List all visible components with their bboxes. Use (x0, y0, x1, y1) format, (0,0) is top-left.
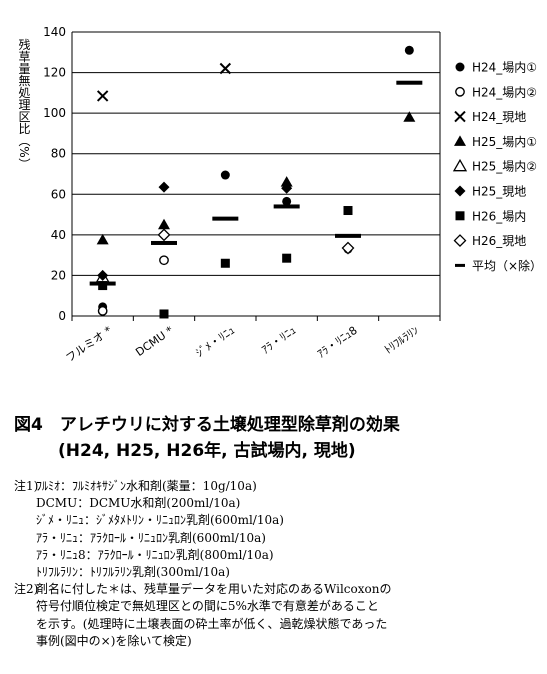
legend-label: H24_場内① (472, 61, 537, 75)
series-6-point (281, 182, 293, 194)
series-7-point (220, 258, 230, 268)
series-9-point (89, 281, 116, 286)
note2-row: 符号付順位検定で無処理区との間に5%水準で有意差があること (14, 598, 391, 615)
series-6-point (97, 269, 109, 281)
legend-label: H26_現地 (472, 234, 526, 248)
legend-label: H26_場内 (472, 209, 526, 223)
series-2-point (97, 306, 108, 316)
series-7-point (282, 253, 292, 263)
note2-line: 事例(図中の×)を除いて検定) (36, 633, 192, 648)
note1-line: ｱﾗ・ﾘﾆｭ：ｱﾗｸﾛｰﾙ・ﾘﾆｭﾛﾝ乳剤(600ml/10a) (36, 530, 266, 545)
x-tick-label: ｼﾞﾒ・ﾘﾆｭ (194, 324, 237, 360)
x-tick-label: DCMU * (133, 324, 176, 359)
series-7-point (343, 206, 353, 216)
series-9-point (335, 233, 361, 238)
x-tick-label: フルミオ * (64, 324, 115, 365)
y-tick-label: 80 (51, 147, 66, 161)
figure-caption: 図4 アレチウリに対する土壌処理型除草剤の効果 (14, 415, 400, 435)
note2-row: 事例(図中の×)を除いて検定) (14, 633, 391, 650)
series-6-point (158, 181, 170, 193)
axes (71, 32, 441, 321)
legend: H24_場内① H24_場内② H24_現地 H25_場内① H25_場内② H25_現地… (452, 61, 542, 273)
note1-label: 注1) (14, 479, 39, 493)
legend-marker (454, 135, 466, 146)
y-tick-label: 40 (51, 228, 66, 242)
legend-marker (454, 185, 466, 197)
legend-marker (453, 234, 467, 248)
series-1-point (220, 170, 230, 180)
note1-row: 注1)ﾌﾙﾐｵ：ﾌﾙﾐｵｷｻｼﾞﾝ水和剤(薬量：10g/10a) (14, 478, 391, 495)
series-9-point (273, 204, 300, 209)
figure-caption-subtitle: (H24, H25, H26年, 古試場内, 現地) (58, 441, 356, 461)
series-3-point (96, 90, 109, 102)
legend-label: 平均（×除） (472, 258, 542, 273)
note1-line: DCMU：DCMU水和剤(200ml/10a) (36, 496, 241, 511)
series-9-point (212, 216, 239, 221)
y-tick-label: 120 (43, 66, 66, 80)
series-8-point (157, 228, 171, 242)
x-tick-labels: フルミオ * DCMU * ｼﾞﾒ・ﾘﾆｭ ｱﾗ・ﾘﾆｭ ｱﾗ・ﾘﾆｭ8 ﾄﾘﾌﾙﾗﾘﾝ (64, 324, 422, 365)
y-tick-label: 0 (58, 309, 66, 323)
x-tick-label: ﾄﾘﾌﾙﾗﾘﾝ (382, 324, 421, 357)
chart: 0 20 40 60 80 100 120 140 フルミオ * DCMU * ｼﾞﾒ・ﾘﾆｭ ｱﾗ… (17, 25, 542, 365)
note1-line: ｱﾗ・ﾘﾆｭ8：ｱﾗｸﾛｰﾙ・ﾘﾆｭﾛﾝ乳剤(800ml/10a) (36, 547, 274, 562)
series-1-point (404, 45, 414, 55)
data-points (89, 45, 423, 319)
series-4-point (96, 233, 109, 245)
series-1-point (282, 196, 292, 206)
legend-label: H24_場内② (472, 85, 537, 99)
note1-row: ﾄﾘﾌﾙﾗﾘﾝ：ﾄﾘﾌﾙﾗﾘﾝ乳剤(300ml/10a) (14, 564, 391, 581)
y-axis-label: 残草量無処理区比（%） (17, 38, 31, 170)
note1-line: ﾌﾙﾐｵ：ﾌﾙﾐｵｷｻｼﾞﾝ水和剤(薬量：10g/10a) (36, 479, 257, 493)
legend-label: H25_場内① (472, 135, 537, 149)
series-4-point (280, 176, 293, 187)
x-tick-label: ｱﾗ・ﾘﾆｭ8 (315, 324, 360, 361)
legend-label: H25_場内② (472, 160, 537, 174)
y-tick-label: 100 (43, 106, 66, 120)
y-tick-labels: 0 20 40 60 80 100 120 140 (43, 25, 66, 323)
y-tick-label: 60 (51, 187, 66, 201)
note1-line: ﾄﾘﾌﾙﾗﾘﾝ：ﾄﾘﾌﾙﾗﾘﾝ乳剤(300ml/10a) (36, 565, 230, 580)
legend-label: H24_現地 (472, 110, 526, 124)
note1-row: ｱﾗ・ﾘﾆｭ：ｱﾗｸﾛｰﾙ・ﾘﾆｭﾛﾝ乳剤(600ml/10a) (14, 530, 391, 547)
note1-line: ｼﾞﾒ・ﾘﾆｭ：ｼﾞﾒﾀﾒﾄﾘﾝ・ﾘﾆｭﾛﾝ乳剤(600ml/10a) (36, 513, 284, 528)
legend-marker (455, 211, 465, 221)
series-3-point (219, 62, 232, 75)
note2-row: を示す。(処理時に土壌表面の砕土率が低く、過乾燥状態であった (14, 616, 391, 633)
legend-marker (455, 263, 465, 267)
series-2-point (159, 255, 169, 266)
y-tick-label: 20 (51, 268, 66, 282)
series-4-point (403, 111, 416, 122)
note2-line: 剤名に付した＊は、残草量データを用いた対応のあるWilcoxonの (36, 582, 392, 597)
series-9-point (396, 80, 423, 85)
gridlines (72, 31, 440, 276)
series-9-point (151, 240, 177, 245)
legend-marker (455, 86, 465, 97)
note1-row: ｱﾗ・ﾘﾆｭ8：ｱﾗｸﾛｰﾙ・ﾘﾆｭﾛﾝ乳剤(800ml/10a) (14, 547, 391, 564)
legend-marker (454, 110, 466, 123)
series-4-point (158, 218, 170, 230)
y-tick-label: 140 (43, 25, 66, 39)
note2-line: 符号付順位検定で無処理区との間に5%水準で有意差があること (36, 599, 379, 614)
legend-marker (452, 158, 468, 172)
series-7-point (98, 281, 108, 291)
x-tick-label: ｱﾗ・ﾘﾆｭ (259, 324, 298, 357)
series-7-point (159, 309, 169, 319)
legend-marker (455, 62, 465, 72)
note1-row: ｼﾞﾒ・ﾘﾆｭ：ｼﾞﾒﾀﾒﾄﾘﾝ・ﾘﾆｭﾛﾝ乳剤(600ml/10a) (14, 512, 391, 529)
note2-line: を示す。(処理時に土壌表面の砕土率が低く、過乾燥状態であった (36, 616, 388, 631)
note2-row: 注2)剤名に付した＊は、残草量データを用いた対応のあるWilcoxonの (14, 581, 391, 598)
note1-row: DCMU：DCMU水和剤(200ml/10a) (14, 495, 391, 512)
series-8-point (341, 241, 355, 255)
legend-label: H25_現地 (472, 185, 526, 199)
note2-label: 注2) (14, 582, 39, 597)
notes: 注1)ﾌﾙﾐｵ：ﾌﾙﾐｵｷｻｼﾞﾝ水和剤(薬量：10g/10a) DCMU：DC… (14, 478, 391, 650)
